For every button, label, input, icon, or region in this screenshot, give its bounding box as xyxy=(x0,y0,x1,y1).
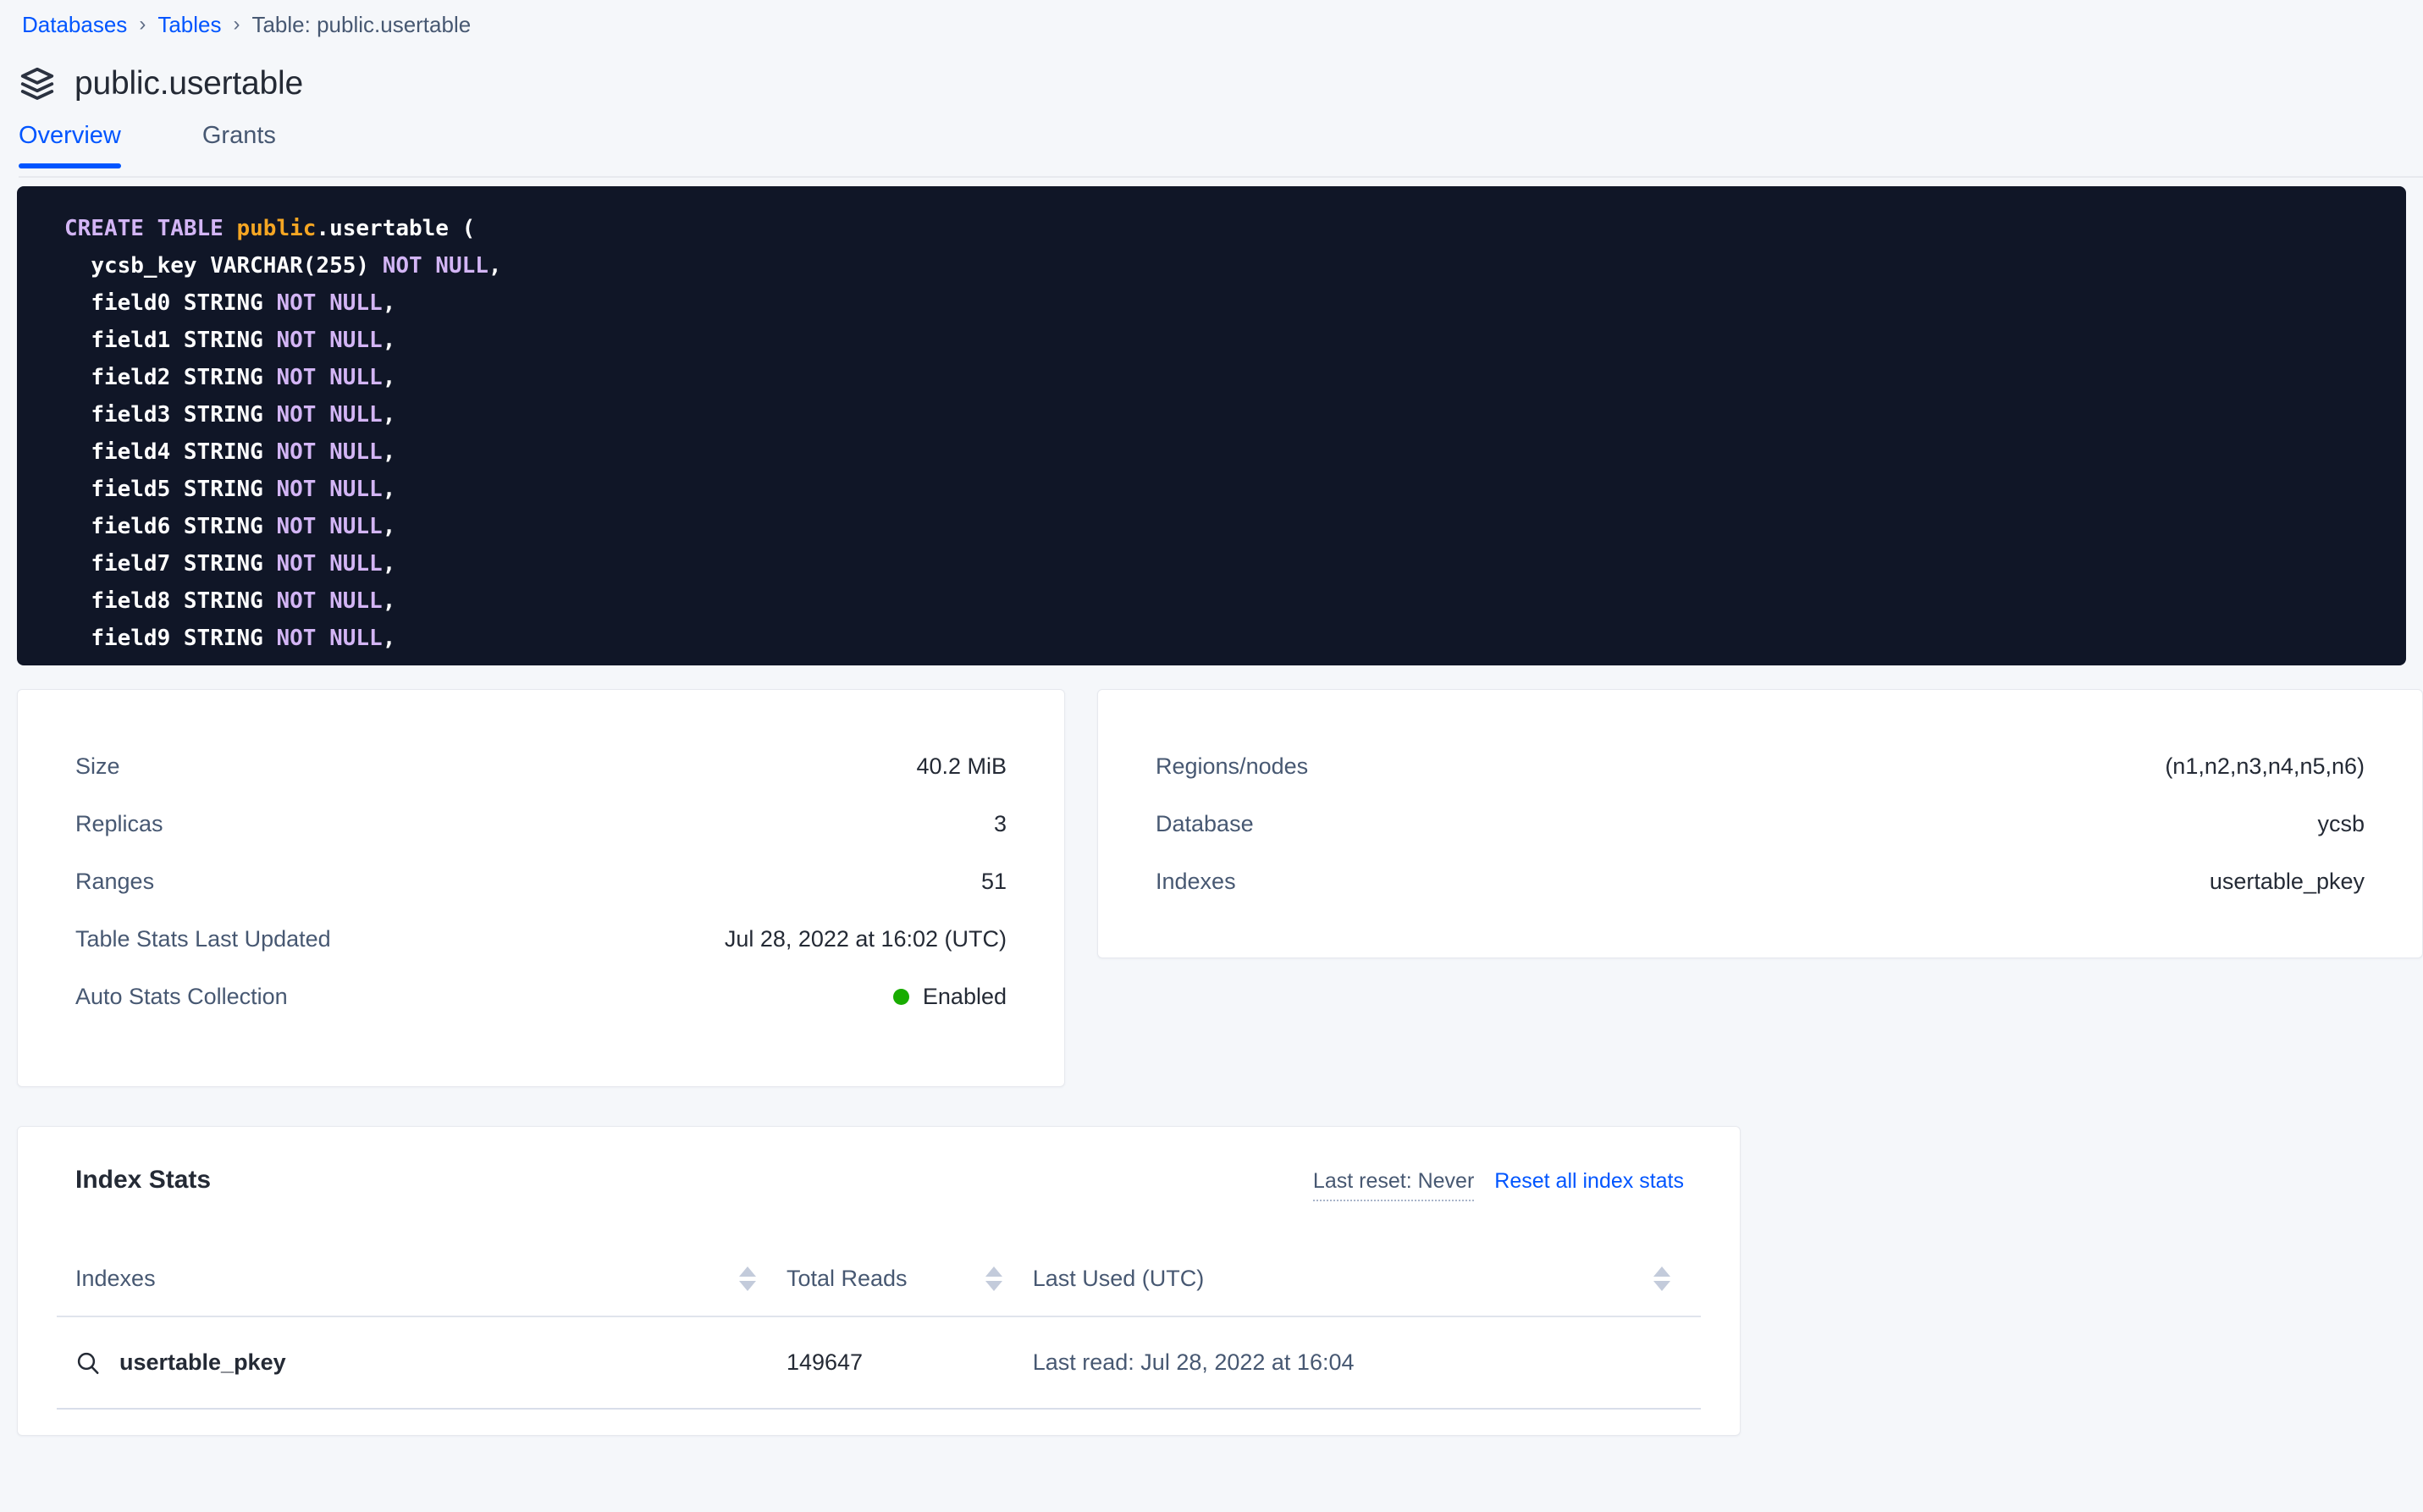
stat-row-replicas: Replicas 3 xyxy=(75,795,1007,853)
status-label: Enabled xyxy=(922,983,1007,1009)
index-stats-actions: Last reset: Never Reset all index stats xyxy=(1312,1169,1684,1201)
index-stats-table-body: usertable_pkey 149647 Last read: Jul 28,… xyxy=(57,1316,1701,1410)
table-header-row: Indexes Total Reads Last Used (UTC) xyxy=(57,1254,1701,1317)
magnifier-icon xyxy=(75,1350,101,1376)
index-name-link[interactable]: usertable_pkey xyxy=(119,1349,286,1375)
sort-indicator-icon[interactable] xyxy=(985,1266,1002,1291)
index-stats-title: Index Stats xyxy=(75,1166,212,1194)
breadcrumb-item-tables[interactable]: Tables xyxy=(157,11,222,37)
stat-label: Ranges xyxy=(75,868,155,894)
sort-indicator-icon[interactable] xyxy=(1653,1266,1670,1291)
index-stats-header: Index Stats Last reset: Never Reset all … xyxy=(57,1166,1701,1228)
stat-value: (n1,n2,n3,n4,n5,n6) xyxy=(2165,753,2365,779)
column-label: Last Used (UTC) xyxy=(1032,1266,1205,1291)
stat-label: Indexes xyxy=(1156,868,1236,894)
breadcrumb-item-databases[interactable]: Databases xyxy=(22,11,128,37)
tab-overview[interactable]: Overview xyxy=(19,110,121,168)
stat-value: ycsb xyxy=(2317,810,2365,836)
column-header-last-used[interactable]: Last Used (UTC) xyxy=(1032,1254,1701,1317)
stat-value: usertable_pkey xyxy=(2209,868,2365,894)
stat-label: Replicas xyxy=(75,810,163,836)
create-statement-code: CREATE TABLE public.usertable ( ycsb_key… xyxy=(64,216,502,651)
total-reads-value: 149647 xyxy=(786,1349,864,1375)
stats-cards-row: Size 40.2 MiB Replicas 3 Ranges 51 Table… xyxy=(0,665,2423,1087)
create-statement-panel[interactable]: CREATE TABLE public.usertable ( ycsb_key… xyxy=(17,186,2406,665)
stat-row-ranges: Ranges 51 xyxy=(75,853,1007,910)
stat-label: Size xyxy=(75,753,120,779)
stat-row-size: Size 40.2 MiB xyxy=(75,737,1007,795)
stat-label: Table Stats Last Updated xyxy=(75,925,331,952)
stat-value: 3 xyxy=(993,810,1007,836)
cell-last-used: Last read: Jul 28, 2022 at 16:04 xyxy=(1032,1316,1701,1410)
stat-label: Auto Stats Collection xyxy=(75,983,288,1009)
breadcrumb: Databases › Tables › Table: public.usert… xyxy=(0,0,2423,39)
column-label: Indexes xyxy=(75,1266,156,1291)
status-dot-icon xyxy=(892,988,909,1005)
stack-icon xyxy=(19,65,56,102)
stat-row-auto-stats-collection: Auto Stats Collection Enabled xyxy=(75,968,1007,1025)
page-title: public.usertable xyxy=(75,65,303,102)
stat-label: Regions/nodes xyxy=(1156,753,1309,779)
status-badge: Enabled xyxy=(892,983,1007,1010)
stat-row-indexes: Indexes usertable_pkey xyxy=(1156,853,2365,910)
breadcrumb-separator-icon: › xyxy=(233,13,240,36)
stat-row-database: Database ycsb xyxy=(1156,795,2365,853)
stat-row-regions-nodes: Regions/nodes (n1,n2,n3,n4,n5,n6) xyxy=(1156,737,2365,795)
breadcrumb-separator-icon: › xyxy=(139,13,146,36)
index-stats-table-head: Indexes Total Reads Last Used (UTC) xyxy=(57,1254,1701,1317)
index-stats-card: Index Stats Last reset: Never Reset all … xyxy=(17,1126,1741,1436)
stat-value: 40.2 MiB xyxy=(916,753,1007,779)
index-stats-table: Indexes Total Reads Last Used (UTC) xyxy=(57,1254,1701,1410)
stat-value: 51 xyxy=(980,868,1007,894)
reset-all-index-stats-link[interactable]: Reset all index stats xyxy=(1494,1169,1684,1193)
last-used-value: Last read: Jul 28, 2022 at 16:04 xyxy=(1032,1349,1355,1375)
breadcrumb-item-current: Table: public.usertable xyxy=(251,11,472,37)
table-row[interactable]: usertable_pkey 149647 Last read: Jul 28,… xyxy=(57,1316,1701,1410)
column-header-indexes[interactable]: Indexes xyxy=(57,1254,787,1317)
cell-total-reads: 149647 xyxy=(786,1316,1033,1410)
last-reset-label[interactable]: Last reset: Never xyxy=(1312,1169,1475,1201)
stat-value: Jul 28, 2022 at 16:02 (UTC) xyxy=(724,925,1007,952)
column-label: Total Reads xyxy=(786,1266,908,1291)
stat-row-table-stats-last-updated: Table Stats Last Updated Jul 28, 2022 at… xyxy=(75,910,1007,968)
column-header-total-reads[interactable]: Total Reads xyxy=(786,1254,1033,1317)
stat-label: Database xyxy=(1156,810,1254,836)
sort-indicator-icon[interactable] xyxy=(738,1266,756,1291)
page-header: public.usertable xyxy=(0,39,2423,110)
table-details-card: Size 40.2 MiB Replicas 3 Ranges 51 Table… xyxy=(17,689,1065,1087)
cell-index-name: usertable_pkey xyxy=(57,1316,787,1410)
tab-grants[interactable]: Grants xyxy=(201,122,276,149)
table-location-card: Regions/nodes (n1,n2,n3,n4,n5,n6) Databa… xyxy=(1097,689,2423,958)
tab-bar: Overview Grants xyxy=(0,110,2423,178)
